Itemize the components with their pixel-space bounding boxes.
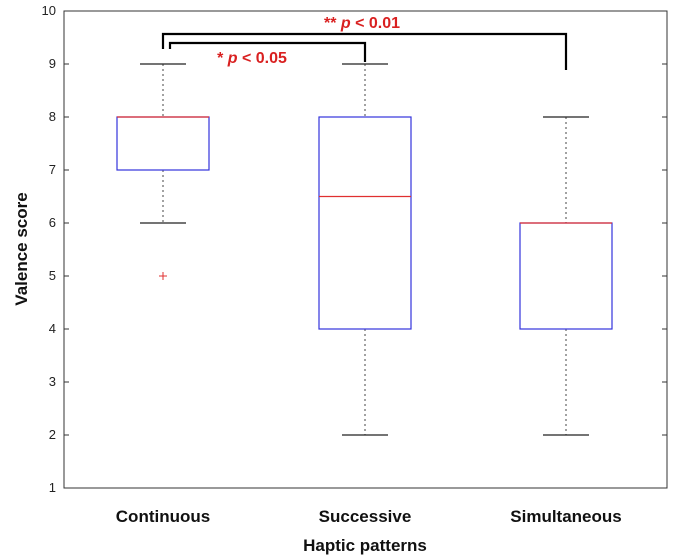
y-tick-label: 4 — [49, 321, 56, 336]
y-tick-label: 7 — [49, 162, 56, 177]
y-tick-label: 1 — [49, 480, 56, 495]
significance-layer: ** p < 0.01 * p < 0.05 — [161, 15, 568, 70]
y-axis-title: Valence score — [12, 192, 31, 305]
significance-p-symbol: p — [227, 50, 238, 67]
box-continuous — [116, 63, 210, 280]
y-tick-label: 5 — [49, 268, 56, 283]
x-axis-title: Haptic patterns — [303, 536, 427, 555]
y-tick-label: 3 — [49, 374, 56, 389]
outlier-marker — [159, 272, 167, 280]
category-label-successive: Successive — [319, 507, 412, 526]
y-tick-label: 8 — [49, 109, 56, 124]
significance-label: ** p < 0.01 — [324, 15, 400, 32]
y-tick-label: 2 — [49, 427, 56, 442]
boxes-layer — [116, 63, 613, 436]
significance-bracket: * p < 0.05 — [168, 41, 367, 67]
significance-stars: * — [217, 50, 228, 67]
bracket-line — [168, 41, 367, 62]
significance-relation: < 0.01 — [351, 15, 400, 32]
y-tick-label: 9 — [49, 56, 56, 71]
significance-relation: < 0.05 — [238, 50, 287, 67]
significance-bracket: ** p < 0.01 — [161, 15, 568, 70]
significance-stars: ** — [324, 15, 341, 32]
category-label-continuous: Continuous — [116, 507, 210, 526]
bracket-line — [161, 32, 568, 70]
box-iqr — [318, 116, 412, 330]
y-tick-label: 10 — [42, 3, 56, 18]
box-successive — [318, 63, 412, 436]
y-axis: 1 2 3 4 5 6 7 8 9 10 — [42, 3, 667, 495]
significance-label: * p < 0.05 — [217, 50, 287, 67]
box-simultaneous — [519, 116, 613, 436]
category-label-simultaneous: Simultaneous — [510, 507, 621, 526]
y-tick-label: 6 — [49, 215, 56, 230]
plot-area — [63, 10, 668, 489]
x-axis: Continuous Successive Simultaneous — [116, 507, 622, 526]
significance-p-symbol: p — [340, 15, 351, 32]
